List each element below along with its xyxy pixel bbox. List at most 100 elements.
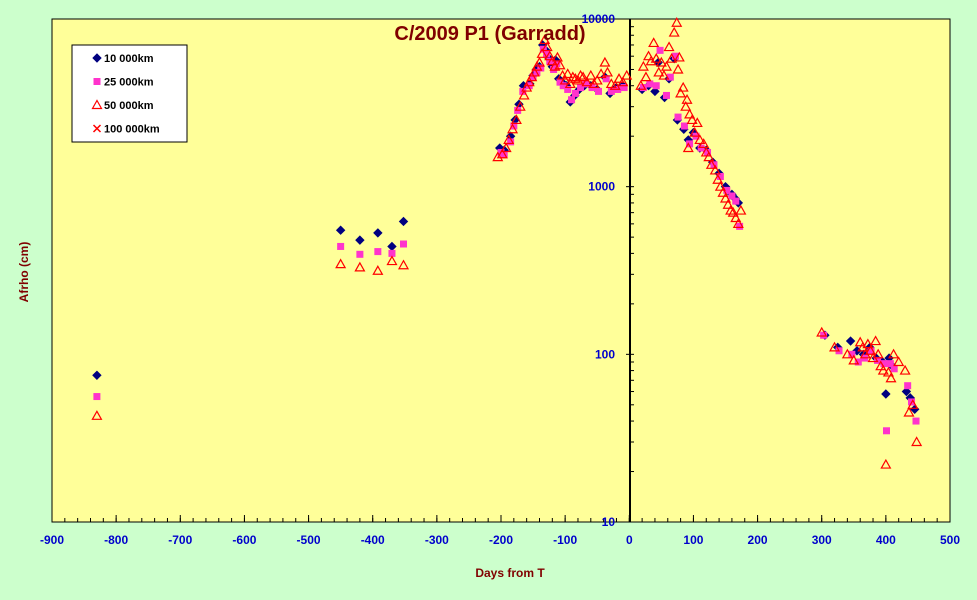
x-tick-label: -900 [40, 533, 64, 547]
data-point [682, 142, 694, 153]
data-point [639, 84, 647, 92]
data-point [736, 222, 744, 230]
data-point [550, 65, 558, 73]
data-point [848, 350, 856, 358]
data-point [901, 386, 912, 397]
data-point [681, 94, 693, 104]
data-point [666, 52, 678, 63]
data-point [528, 66, 540, 77]
data-point [521, 81, 533, 92]
data-point [854, 358, 862, 366]
data-point [660, 60, 673, 71]
data-point [577, 71, 589, 82]
data-point [91, 410, 103, 420]
data-point [727, 206, 739, 217]
x-tick-label: -100 [553, 533, 577, 547]
data-point [543, 50, 551, 58]
data-point [562, 68, 574, 79]
x-tick-label: -400 [361, 533, 385, 547]
data-point [911, 436, 923, 447]
data-point [575, 69, 587, 80]
data-point [617, 76, 629, 87]
y-tick-label: 10000 [582, 12, 616, 26]
data-point [722, 199, 734, 209]
data-point [398, 216, 409, 227]
data-point [709, 164, 721, 175]
data-point [585, 69, 597, 80]
legend-label: 50 000km [104, 100, 154, 112]
data-point [533, 56, 546, 67]
data-point [673, 51, 685, 62]
data-points [91, 17, 923, 469]
data-point [686, 140, 694, 148]
plot-area [51, 18, 951, 523]
x-tick-label: -800 [104, 533, 128, 547]
legend-label: 100 000km [104, 124, 160, 136]
x-tick-label: 100 [683, 533, 703, 547]
x-tick-label: 200 [748, 533, 768, 547]
data-point [569, 73, 581, 83]
data-point [635, 79, 647, 90]
data-point [613, 73, 625, 83]
data-point [637, 60, 649, 71]
data-point [567, 71, 579, 82]
data-point [674, 113, 682, 121]
data-point [698, 138, 710, 148]
legend-marker [93, 78, 101, 85]
data-point [725, 204, 737, 215]
x-axis-ticks: -900 -800 -700 -600 -500 -400 -300 -200 -100 0 100… [40, 515, 960, 547]
x-tick-label: 500 [940, 533, 960, 547]
data-point [885, 372, 897, 383]
data-point [355, 235, 365, 245]
data-point [705, 159, 717, 169]
x-tick-label: 300 [812, 533, 832, 547]
data-point [507, 138, 515, 146]
data-point [523, 76, 535, 87]
data-point [386, 255, 398, 266]
data-point [881, 389, 891, 399]
data-point [829, 341, 841, 352]
data-point [677, 81, 689, 92]
data-point [872, 348, 884, 359]
data-point [689, 126, 701, 137]
data-point [388, 249, 396, 257]
data-point [544, 50, 556, 61]
data-point [890, 365, 898, 373]
data-point [841, 348, 853, 359]
data-point [880, 360, 888, 368]
data-point [356, 250, 364, 258]
legend-label: 25 000km [104, 77, 154, 89]
data-point [93, 393, 101, 401]
data-point [609, 79, 621, 90]
x-axis-title: Days from T [475, 566, 545, 580]
data-point [717, 187, 729, 197]
data-point [662, 91, 670, 99]
data-point [656, 46, 664, 54]
data-point [372, 265, 384, 275]
data-point [867, 347, 875, 355]
x-tick-label: 400 [876, 533, 896, 547]
data-point [554, 59, 566, 70]
data-point [671, 52, 679, 60]
data-point [529, 73, 537, 81]
data-point [645, 55, 657, 66]
x-tick-label: -700 [168, 533, 192, 547]
data-point [594, 87, 602, 95]
data-point [723, 186, 731, 194]
data-point [845, 336, 856, 346]
data-point [595, 68, 607, 79]
data-point [526, 71, 538, 82]
data-point [703, 151, 715, 162]
data-point [568, 96, 576, 104]
data-point [621, 69, 633, 80]
data-point [697, 144, 705, 152]
data-point [492, 151, 504, 162]
data-point [728, 192, 736, 200]
data-point [893, 356, 905, 367]
data-point [335, 258, 347, 269]
data-point [572, 74, 584, 85]
data-point [601, 66, 614, 77]
data-point [854, 336, 866, 347]
data-point [591, 74, 603, 85]
data-point [675, 87, 687, 98]
